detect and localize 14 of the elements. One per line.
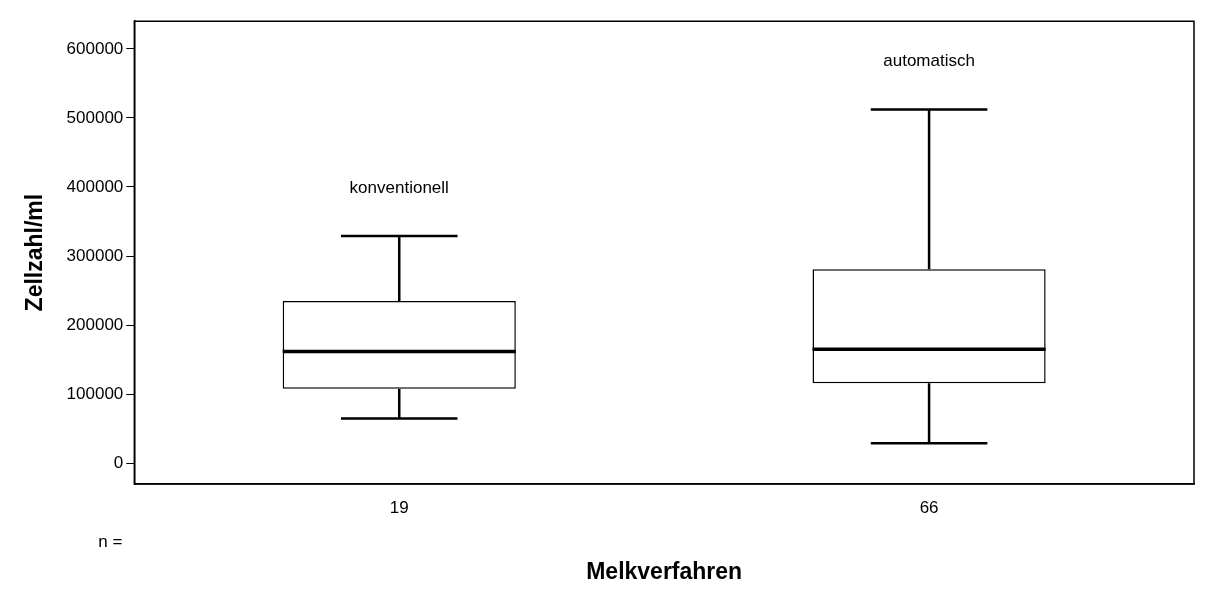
y-tick-label: 400000 <box>66 176 124 196</box>
y-tick-label: 0 <box>113 452 124 472</box>
y-tick-label: 600000 <box>66 38 124 58</box>
y-tick-label: 100000 <box>66 383 124 403</box>
x-axis-title: Melkverfahren <box>586 557 743 584</box>
y-axis-title: Zellzahl/ml <box>21 193 48 312</box>
annotation: automatisch <box>883 51 975 71</box>
y-tick-label: 200000 <box>66 314 124 334</box>
y-tick-label: 300000 <box>66 245 124 265</box>
text: n = <box>98 531 123 551</box>
x-tick-label: 19 <box>389 497 409 517</box>
annotation: konventionell <box>349 177 449 197</box>
y-tick-label: 500000 <box>66 107 124 127</box>
x-tick-label: 66 <box>919 497 939 517</box>
